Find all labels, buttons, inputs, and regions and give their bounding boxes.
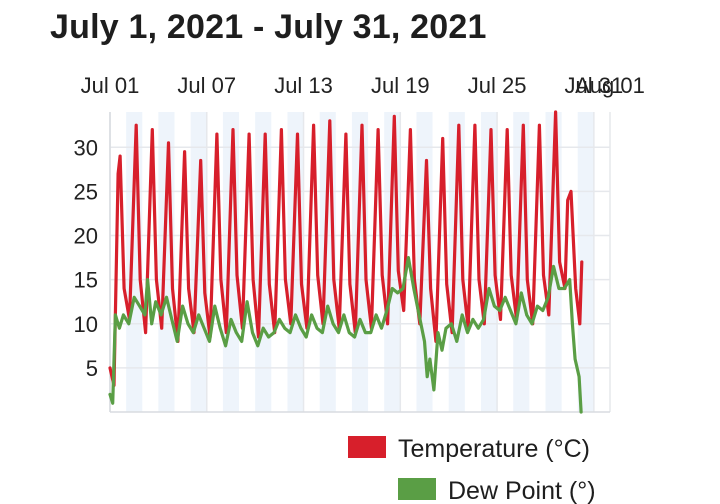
x-tick-label: Jul 31 xyxy=(565,73,624,98)
legend-swatch-temperature[interactable] xyxy=(348,436,386,458)
x-tick-label: Jul 07 xyxy=(177,73,236,98)
x-tick-label: Jul 25 xyxy=(468,73,527,98)
x-tick-label: Jul 13 xyxy=(274,73,333,98)
x-tick-label: Jul 19 xyxy=(371,73,430,98)
y-tick-label: 20 xyxy=(74,224,98,249)
y-tick-label: 25 xyxy=(74,179,98,204)
y-tick-label: 15 xyxy=(74,268,98,293)
y-tick-label: 10 xyxy=(74,312,98,337)
y-tick-label: 5 xyxy=(86,356,98,381)
x-tick-label: Aug 01 xyxy=(575,73,645,98)
dew-point-series-line xyxy=(108,256,583,414)
x-tick-label: Jul 01 xyxy=(81,73,140,98)
legend-label-dew-point[interactable]: Dew Point (°) xyxy=(448,477,596,504)
legend-swatch-dew-point[interactable] xyxy=(398,478,436,500)
day-band xyxy=(577,112,594,412)
y-tick-label: 30 xyxy=(74,135,98,160)
chart-title: July 1, 2021 - July 31, 2021 xyxy=(50,8,487,46)
legend-label-temperature[interactable]: Temperature (°C) xyxy=(398,435,590,463)
temperature-series-line xyxy=(108,110,584,388)
